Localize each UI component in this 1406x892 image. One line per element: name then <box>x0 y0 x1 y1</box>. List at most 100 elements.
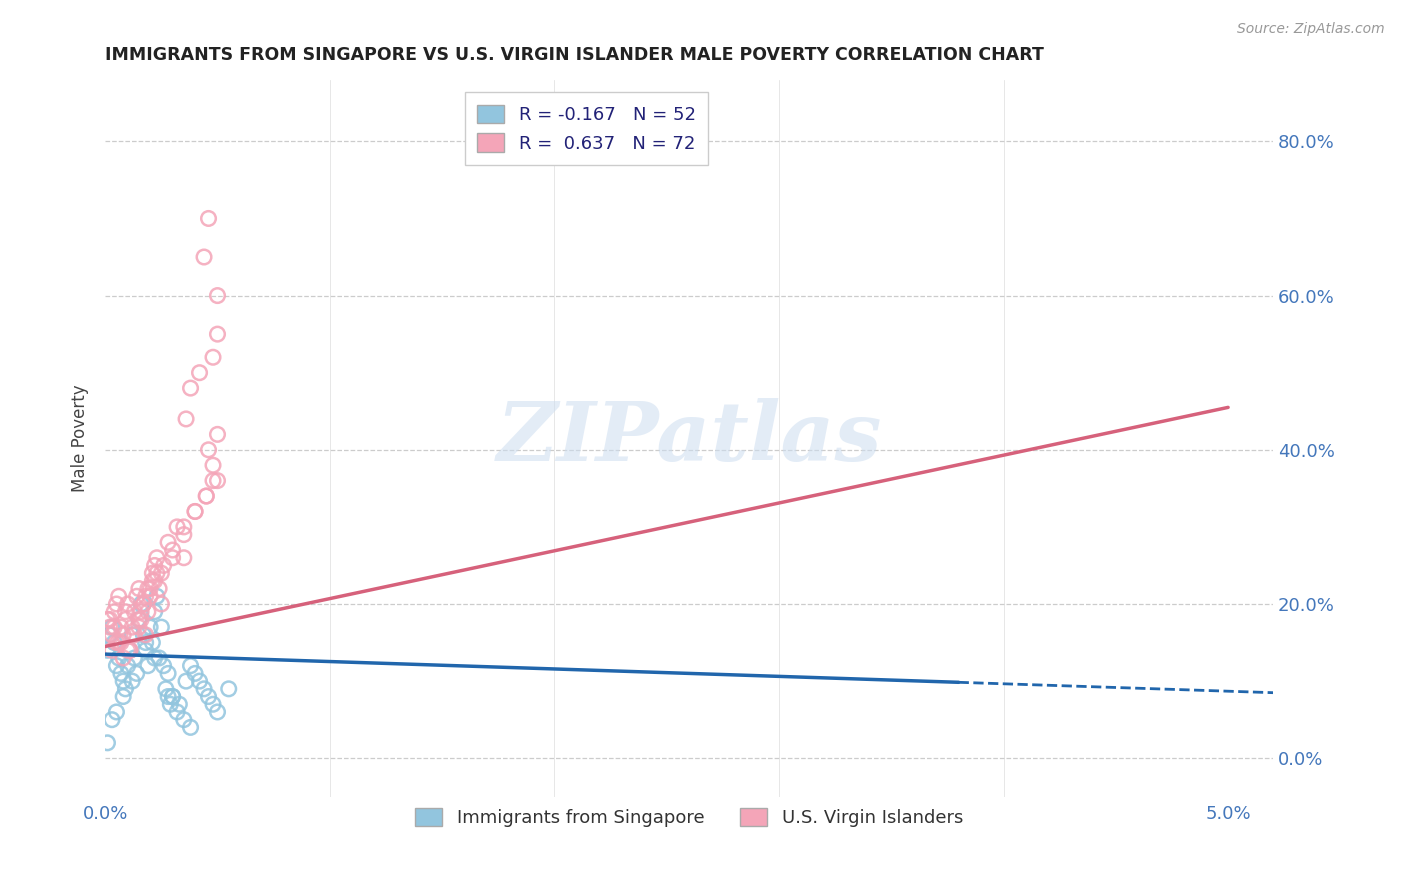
Point <box>188 674 211 689</box>
Point <box>202 351 225 365</box>
Point <box>202 458 225 473</box>
Point <box>139 620 162 634</box>
Point <box>143 558 166 573</box>
Point <box>152 558 174 573</box>
Point <box>143 574 166 588</box>
Point <box>101 620 124 634</box>
Point <box>197 690 219 704</box>
Point <box>110 620 132 634</box>
Point <box>207 427 229 442</box>
Point <box>136 582 159 596</box>
Point <box>141 635 163 649</box>
Point <box>174 674 197 689</box>
Point <box>125 666 148 681</box>
Point <box>105 597 128 611</box>
Point <box>141 574 163 588</box>
Point <box>139 589 162 603</box>
Point <box>121 674 143 689</box>
Point <box>218 681 240 696</box>
Point <box>157 690 180 704</box>
Point <box>162 690 184 704</box>
Point <box>103 605 125 619</box>
Point <box>98 620 121 634</box>
Point <box>101 628 124 642</box>
Point <box>117 643 139 657</box>
Point <box>132 628 155 642</box>
Point <box>112 674 135 689</box>
Point <box>159 698 181 712</box>
Point <box>197 442 219 457</box>
Point <box>135 589 157 603</box>
Point <box>121 628 143 642</box>
Point <box>202 698 225 712</box>
Point <box>184 504 207 518</box>
Point <box>207 288 229 302</box>
Point <box>117 658 139 673</box>
Point <box>197 211 219 226</box>
Point <box>124 651 146 665</box>
Point <box>124 605 146 619</box>
Point <box>195 489 218 503</box>
Point <box>184 666 207 681</box>
Point <box>166 705 188 719</box>
Point <box>173 520 195 534</box>
Point <box>136 658 159 673</box>
Point <box>114 605 136 619</box>
Point <box>136 605 159 619</box>
Point <box>118 643 141 657</box>
Point <box>96 643 118 657</box>
Text: Source: ZipAtlas.com: Source: ZipAtlas.com <box>1237 22 1385 37</box>
Point <box>96 612 118 626</box>
Point <box>129 597 152 611</box>
Point <box>101 713 124 727</box>
Point <box>132 597 155 611</box>
Point <box>180 720 202 734</box>
Point <box>146 550 169 565</box>
Point <box>98 628 121 642</box>
Point <box>139 582 162 596</box>
Point <box>101 643 124 657</box>
Point <box>112 690 135 704</box>
Point <box>162 690 184 704</box>
Point <box>195 489 218 503</box>
Point <box>157 535 180 549</box>
Point <box>157 666 180 681</box>
Point <box>110 635 132 649</box>
Point <box>107 651 129 665</box>
Point <box>155 681 177 696</box>
Point <box>173 550 195 565</box>
Point <box>114 612 136 626</box>
Point <box>105 635 128 649</box>
Point <box>128 612 150 626</box>
Point <box>207 705 229 719</box>
Point <box>180 381 202 395</box>
Point <box>114 681 136 696</box>
Point <box>143 605 166 619</box>
Point <box>118 643 141 657</box>
Point <box>162 543 184 558</box>
Point <box>129 605 152 619</box>
Point <box>107 589 129 603</box>
Legend: Immigrants from Singapore, U.S. Virgin Islanders: Immigrants from Singapore, U.S. Virgin I… <box>408 801 970 834</box>
Point <box>118 643 141 657</box>
Point <box>148 651 170 665</box>
Point <box>132 597 155 611</box>
Point <box>105 705 128 719</box>
Text: IMMIGRANTS FROM SINGAPORE VS U.S. VIRGIN ISLANDER MALE POVERTY CORRELATION CHART: IMMIGRANTS FROM SINGAPORE VS U.S. VIRGIN… <box>105 46 1045 64</box>
Point <box>128 612 150 626</box>
Point <box>174 412 197 426</box>
Point <box>103 635 125 649</box>
Point <box>141 566 163 581</box>
Point <box>148 582 170 596</box>
Point <box>143 651 166 665</box>
Point <box>135 643 157 657</box>
Point <box>112 651 135 665</box>
Point <box>128 582 150 596</box>
Point <box>180 658 202 673</box>
Point <box>207 327 229 342</box>
Text: ZIPatlas: ZIPatlas <box>496 398 882 478</box>
Point <box>193 250 215 264</box>
Point <box>128 620 150 634</box>
Point <box>107 635 129 649</box>
Point <box>110 666 132 681</box>
